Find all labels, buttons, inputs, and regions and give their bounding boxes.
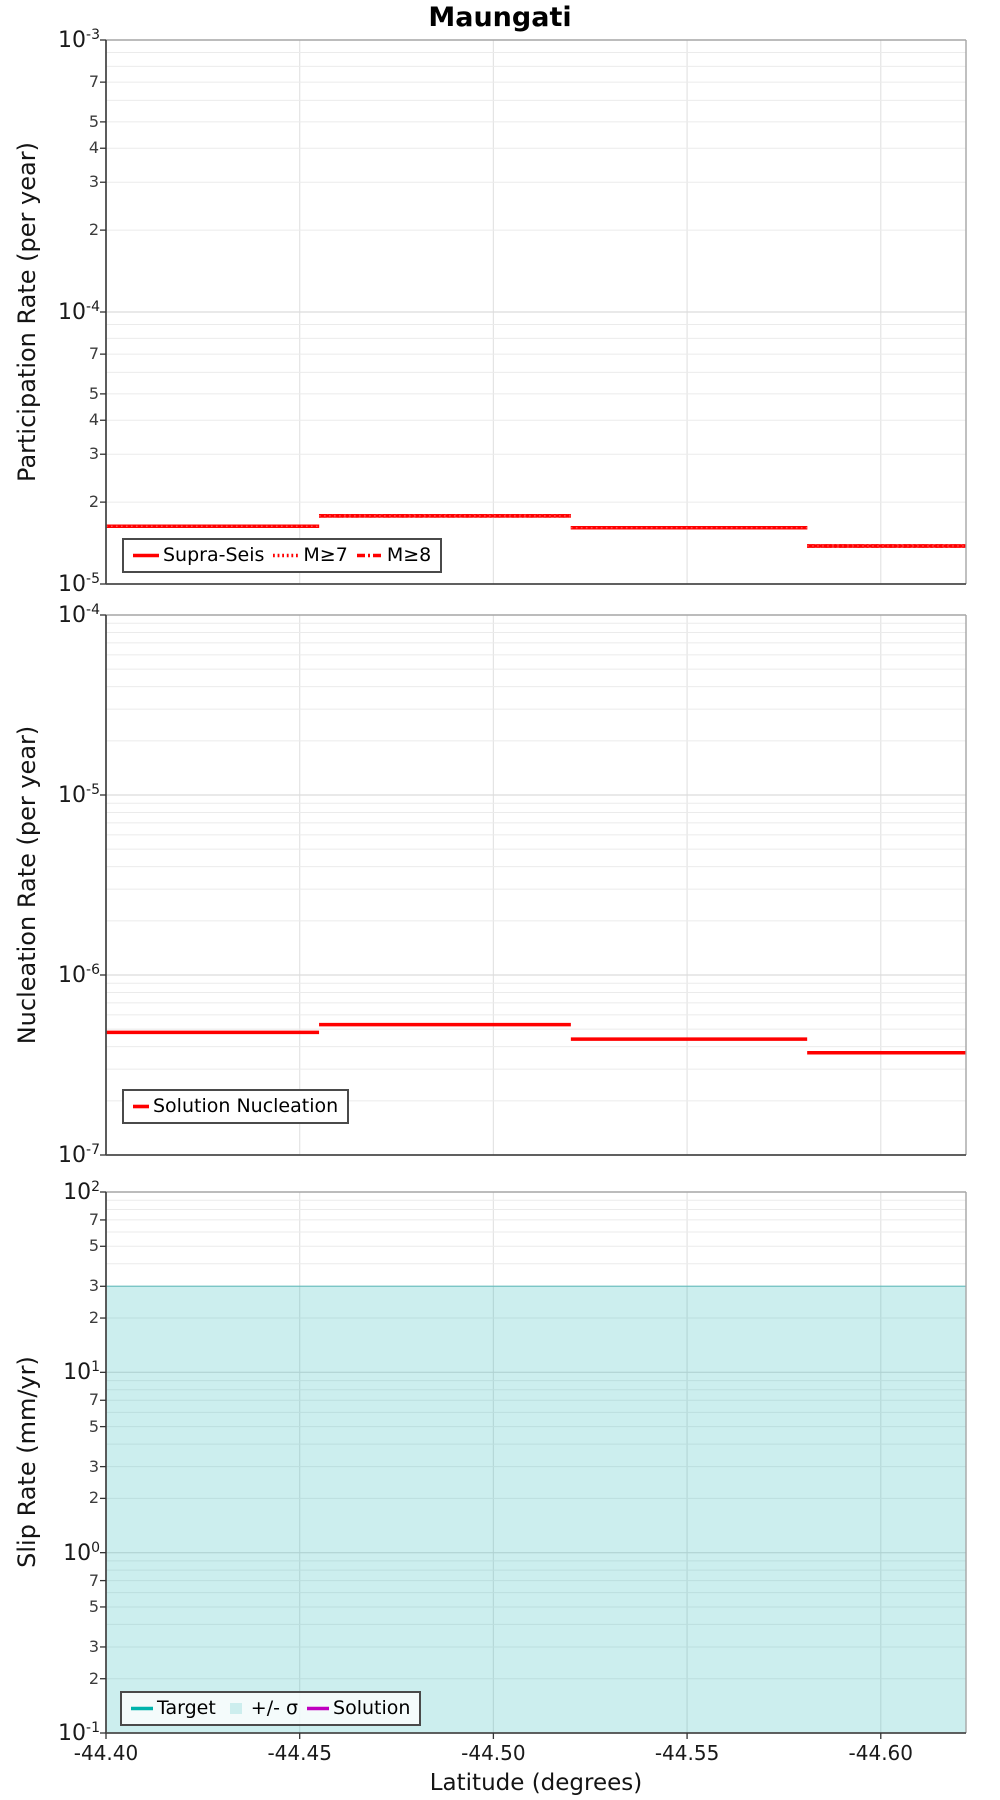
y-minor-tick-label: 3 xyxy=(88,1276,99,1296)
y-axis-label-slip-rate: Slip Rate (mm/yr) xyxy=(13,1356,41,1568)
legend-swatch-band xyxy=(229,1702,242,1714)
y-tick-label: 10-7 xyxy=(58,1141,100,1169)
y-tick-label: 10-5 xyxy=(58,570,100,598)
y-minor-tick-label: 3 xyxy=(88,1456,99,1476)
legend-swatch-dashdot xyxy=(356,553,383,558)
y-tick-label: 10-4 xyxy=(58,298,100,326)
legend-label: M≥8 xyxy=(386,544,432,566)
y-tick-label: 10-6 xyxy=(58,961,100,989)
y-minor-tick-label: 2 xyxy=(88,1488,99,1508)
y-minor-tick-label: 5 xyxy=(88,383,99,403)
y-axis-label-nucleation: Nucleation Rate (per year) xyxy=(13,725,41,1045)
y-minor-tick-label: 5 xyxy=(88,111,99,131)
x-axis-label: Latitude (degrees) xyxy=(429,1770,643,1796)
y-minor-tick-label: 7 xyxy=(88,1570,99,1590)
y-minor-tick-label: 2 xyxy=(88,1668,99,1688)
legend-item: Target xyxy=(131,1697,216,1720)
y-minor-tick-label: 7 xyxy=(88,72,99,92)
panel-slip-rate-plot xyxy=(100,1191,967,1739)
legend-participation: Supra-Seis M≥7 M≥8 xyxy=(122,538,443,573)
legend-swatch-solid xyxy=(133,1104,149,1109)
y-minor-tick-label: 7 xyxy=(88,1209,99,1229)
panel-participation-plot xyxy=(100,39,967,585)
legend-slip-rate: Target +/- σ Solution xyxy=(120,1691,422,1726)
y-minor-tick-label: 7 xyxy=(88,1390,99,1410)
legend-label: Target xyxy=(157,1697,216,1719)
y-tick-label: 100 xyxy=(63,1539,100,1566)
y-minor-tick-label: 5 xyxy=(88,1596,99,1616)
legend-item: Solution Nucleation xyxy=(133,1095,338,1118)
y-minor-tick-label: 5 xyxy=(88,1236,99,1256)
y-minor-tick-label: 4 xyxy=(88,138,99,158)
y-minor-tick-label: 4 xyxy=(88,410,99,430)
y-minor-tick-label: 3 xyxy=(88,172,99,192)
y-minor-tick-label: 5 xyxy=(88,1416,99,1436)
y-minor-tick-label: 2 xyxy=(88,492,99,512)
y-tick-label: 10-5 xyxy=(58,781,100,809)
legend-swatch-solid xyxy=(307,1706,330,1711)
legend-label: Solution xyxy=(333,1697,411,1719)
chart-title: Maungati xyxy=(428,2,572,33)
legend-swatch-solid xyxy=(131,1706,153,1711)
y-tick-label: 10-4 xyxy=(58,601,100,629)
x-tick-label: -44.50 xyxy=(461,1741,526,1765)
y-minor-tick-label: 2 xyxy=(88,1308,99,1328)
y-minor-tick-label: 3 xyxy=(88,1636,99,1656)
x-tick-label: -44.55 xyxy=(654,1741,720,1765)
y-tick-label: 101 xyxy=(63,1359,100,1386)
legend-item: Solution xyxy=(307,1697,410,1720)
legend-item: M≥8 xyxy=(356,544,432,567)
legend-item: Supra-Seis xyxy=(133,544,264,567)
y-minor-tick-label: 3 xyxy=(88,444,99,464)
x-tick-label: -44.60 xyxy=(848,1741,914,1765)
y-tick-label: 10-1 xyxy=(58,1719,100,1747)
legend-swatch-dotted xyxy=(273,553,300,558)
x-tick-label: -44.45 xyxy=(267,1741,332,1765)
y-tick-label: 10-3 xyxy=(58,26,100,54)
sigma-band xyxy=(106,1286,966,1733)
legend-label: Supra-Seis xyxy=(163,544,265,566)
legend-label: M≥7 xyxy=(303,544,348,566)
legend-label: +/- σ xyxy=(250,1697,299,1719)
legend-item: +/- σ xyxy=(225,1697,298,1720)
y-axis-label-participation: Participation Rate (per year) xyxy=(13,142,41,482)
y-minor-tick-label: 7 xyxy=(88,344,99,364)
panel-nucleation-plot xyxy=(100,614,967,1156)
y-minor-tick-label: 2 xyxy=(88,220,99,240)
y-tick-label: 102 xyxy=(63,1178,100,1206)
legend-label: Solution Nucleation xyxy=(153,1095,339,1117)
x-tick-label: -44.40 xyxy=(73,1741,139,1765)
legend-item: M≥7 xyxy=(273,544,348,567)
legend-swatch-solid xyxy=(133,553,159,558)
legend-nucleation: Solution Nucleation xyxy=(122,1089,350,1124)
